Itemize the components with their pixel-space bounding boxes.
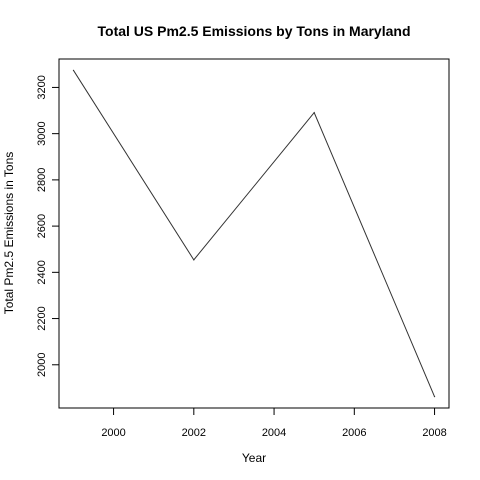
x-axis-label: Year xyxy=(242,451,266,465)
plot-frame xyxy=(59,59,449,408)
x-tick-label: 2004 xyxy=(262,427,286,439)
y-tick-label: 3000 xyxy=(36,121,48,145)
y-tick-label: 2600 xyxy=(36,214,48,238)
y-tick-label: 2000 xyxy=(36,353,48,377)
y-tick-label: 2800 xyxy=(36,168,48,192)
data-point xyxy=(434,396,435,397)
y-axis-label: Total Pm2.5 Emissions in Tons xyxy=(2,152,16,315)
data-point xyxy=(73,70,74,71)
y-tick-label: 2200 xyxy=(36,306,48,330)
y-tick-label: 2400 xyxy=(36,260,48,284)
x-tick-label: 2006 xyxy=(342,427,366,439)
y-axis: 2000 2200 2400 2600 2800 3000 3200 xyxy=(36,75,59,377)
x-tick-label: 2008 xyxy=(422,427,446,439)
y-tick-label: 3200 xyxy=(36,75,48,99)
data-point xyxy=(193,259,194,260)
x-tick-label: 2002 xyxy=(182,427,206,439)
x-tick-label: 2000 xyxy=(101,427,125,439)
chart-title: Total US Pm2.5 Emissions by Tons in Mary… xyxy=(98,23,411,39)
series-line xyxy=(73,70,434,396)
series-layer xyxy=(73,70,435,398)
data-point xyxy=(314,112,315,113)
x-axis: 2000 2002 2004 2006 2008 xyxy=(101,408,446,439)
